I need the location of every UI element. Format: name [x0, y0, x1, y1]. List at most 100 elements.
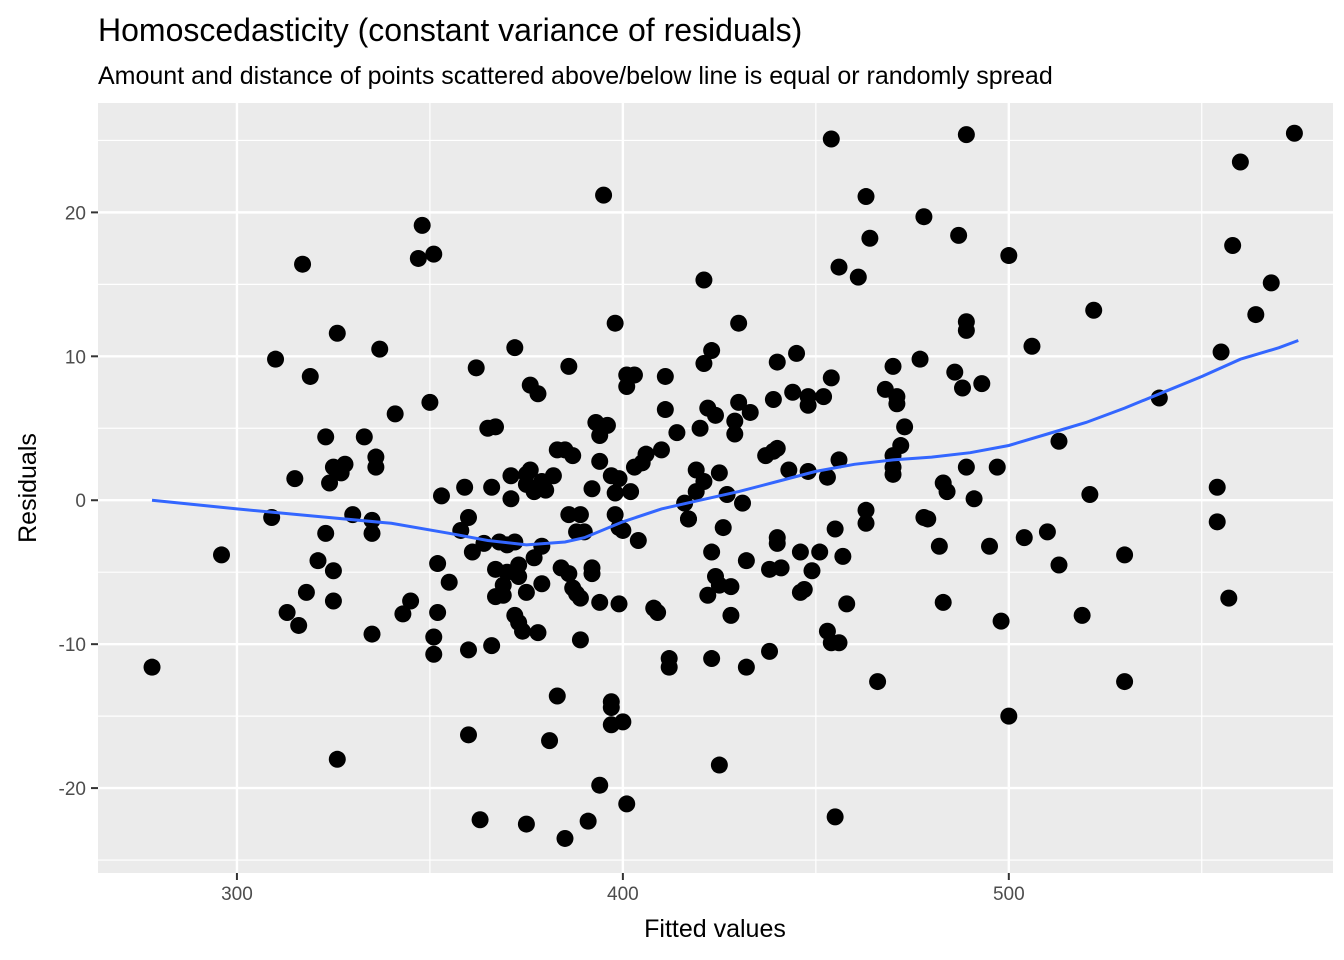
data-point: [456, 478, 474, 496]
data-point: [730, 393, 748, 411]
data-point: [429, 555, 447, 573]
data-point: [730, 314, 748, 332]
data-point: [888, 388, 906, 406]
data-point: [529, 385, 547, 403]
data-point: [629, 532, 647, 550]
data-point: [294, 255, 312, 273]
data-point: [710, 464, 728, 482]
data-point: [487, 418, 505, 436]
data-point: [606, 506, 624, 524]
data-point: [432, 487, 450, 505]
data-point: [1220, 589, 1238, 607]
data-point: [656, 367, 674, 385]
data-point: [517, 583, 535, 601]
data-point: [950, 226, 968, 244]
data-point: [425, 645, 443, 663]
data-point: [946, 363, 964, 381]
data-point: [494, 586, 512, 604]
data-point: [595, 186, 613, 204]
data-point: [861, 229, 879, 247]
data-point: [818, 468, 836, 486]
data-point: [1285, 124, 1303, 142]
data-point: [618, 795, 636, 813]
data-point: [610, 470, 628, 488]
data-point: [460, 641, 477, 659]
data-point: [317, 524, 335, 542]
data-point: [707, 406, 724, 424]
data-point: [772, 559, 790, 577]
data-point: [695, 473, 713, 491]
data-point: [402, 592, 420, 610]
data-point: [791, 543, 809, 561]
data-point: [328, 324, 346, 342]
data-point: [637, 445, 655, 463]
data-point: [571, 506, 589, 524]
data-point: [544, 467, 562, 485]
data-point: [394, 605, 412, 623]
data-point: [703, 342, 721, 360]
data-point: [463, 543, 481, 561]
data-point: [919, 510, 937, 528]
data-point: [440, 573, 458, 591]
data-point: [506, 339, 524, 357]
data-point: [1050, 432, 1068, 450]
data-point: [1000, 247, 1018, 265]
data-point: [301, 367, 319, 385]
data-point: [610, 595, 628, 613]
data-point: [849, 268, 867, 286]
data-point: [290, 616, 308, 634]
data-point: [822, 369, 840, 387]
data-point: [297, 583, 315, 601]
data-point: [548, 687, 566, 705]
data-point: [324, 592, 342, 610]
data-point: [884, 465, 902, 483]
data-point: [838, 595, 856, 613]
data-point: [741, 403, 759, 421]
data-point: [506, 533, 524, 551]
data-point: [1224, 236, 1242, 254]
loess-smooth-line: [151, 339, 1299, 547]
data-point: [571, 589, 589, 607]
data-point: [869, 673, 887, 691]
data-point: [826, 808, 844, 826]
data-point: [737, 658, 755, 676]
data-point: [583, 559, 601, 577]
data-point: [830, 258, 848, 276]
data-point: [598, 416, 616, 434]
data-point: [602, 698, 620, 716]
data-point: [803, 562, 821, 580]
data-point: [652, 441, 670, 459]
data-point: [780, 461, 798, 479]
data-point: [321, 474, 339, 492]
data-point: [363, 524, 381, 542]
data-point: [788, 344, 806, 362]
data-point: [815, 388, 833, 406]
data-point: [278, 603, 296, 621]
data-point: [483, 478, 501, 496]
data-point: [992, 612, 1010, 630]
data-point: [336, 455, 354, 473]
x-axis-ticks: 300 400 500: [221, 873, 1025, 905]
data-point: [324, 562, 342, 580]
data-point: [973, 375, 991, 393]
data-point: [328, 750, 346, 768]
data-point: [1073, 606, 1091, 624]
major-gridlines: [98, 103, 1333, 873]
data-point: [564, 447, 582, 465]
data-point: [988, 458, 1006, 476]
data-point: [1208, 513, 1226, 531]
chart-subtitle: Amount and distance of points scattered …: [98, 62, 1053, 90]
data-point: [614, 713, 632, 731]
data-point: [1000, 707, 1018, 725]
data-point: [649, 603, 667, 621]
data-point: [826, 520, 844, 538]
data-point: [857, 188, 875, 206]
data-point: [591, 452, 609, 470]
data-point: [560, 565, 578, 583]
data-point: [1212, 343, 1230, 361]
x-tick-label: 300: [221, 884, 253, 905]
data-point: [857, 501, 875, 519]
data-point: [896, 418, 914, 436]
data-point: [703, 543, 721, 561]
